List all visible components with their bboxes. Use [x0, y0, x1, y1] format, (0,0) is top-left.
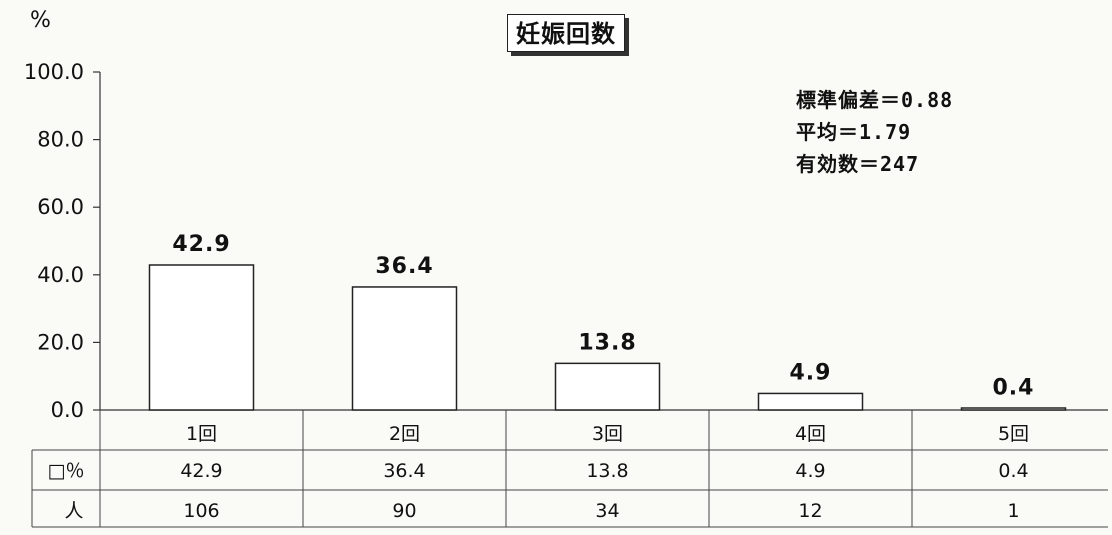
x-category-label: 4回: [795, 423, 826, 445]
table-cell-count: 106: [183, 500, 219, 522]
table-cell-percent: 36.4: [383, 460, 425, 482]
y-tick-label: 60.0: [37, 195, 84, 219]
x-category-label: 3回: [592, 423, 623, 445]
table-cell-percent: 0.4: [998, 460, 1028, 482]
bar: [554, 362, 661, 411]
table-cell-percent: 13.8: [586, 460, 628, 482]
x-category-label: 1回: [186, 423, 217, 445]
bar-value-label: 4.9: [790, 360, 832, 385]
stat-stddev: 標準偏差＝0.88: [796, 88, 954, 112]
bar: [757, 392, 864, 411]
table-cell-percent: 42.9: [180, 460, 222, 482]
stats-panel: 標準偏差＝0.88 平均＝1.79 有効数＝247: [796, 84, 953, 180]
y-tick-label: 20.0: [37, 330, 84, 354]
y-tick-label: 80.0: [37, 128, 84, 152]
bar: [960, 407, 1067, 411]
y-tick-label: 100.0: [24, 60, 84, 84]
table-row-label-persons: 人: [64, 500, 83, 522]
bar: [351, 286, 458, 411]
y-axis-unit: %: [30, 8, 51, 33]
y-tick-label: 40.0: [37, 263, 84, 287]
table-row-label-percent: □％: [48, 460, 85, 482]
x-category-label: 2回: [389, 423, 420, 445]
chart-title: 妊娠回数: [507, 14, 625, 52]
x-category-label: 5回: [998, 423, 1029, 445]
y-tick-label: 0.0: [51, 398, 84, 422]
table-cell-count: 12: [798, 500, 822, 522]
stat-count: 有効数＝247: [796, 152, 920, 176]
stat-mean: 平均＝1.79: [796, 120, 912, 144]
table-cell-count: 1: [1007, 500, 1019, 522]
bar: [148, 264, 255, 411]
table-cell-count: 34: [595, 500, 619, 522]
table-cell-count: 90: [392, 500, 416, 522]
table-cell-percent: 4.9: [795, 460, 825, 482]
bar-value-label: 13.8: [578, 330, 636, 355]
bar-value-label: 36.4: [375, 254, 433, 279]
bar-value-label: 0.4: [993, 376, 1035, 401]
bar-value-label: 42.9: [172, 232, 230, 257]
